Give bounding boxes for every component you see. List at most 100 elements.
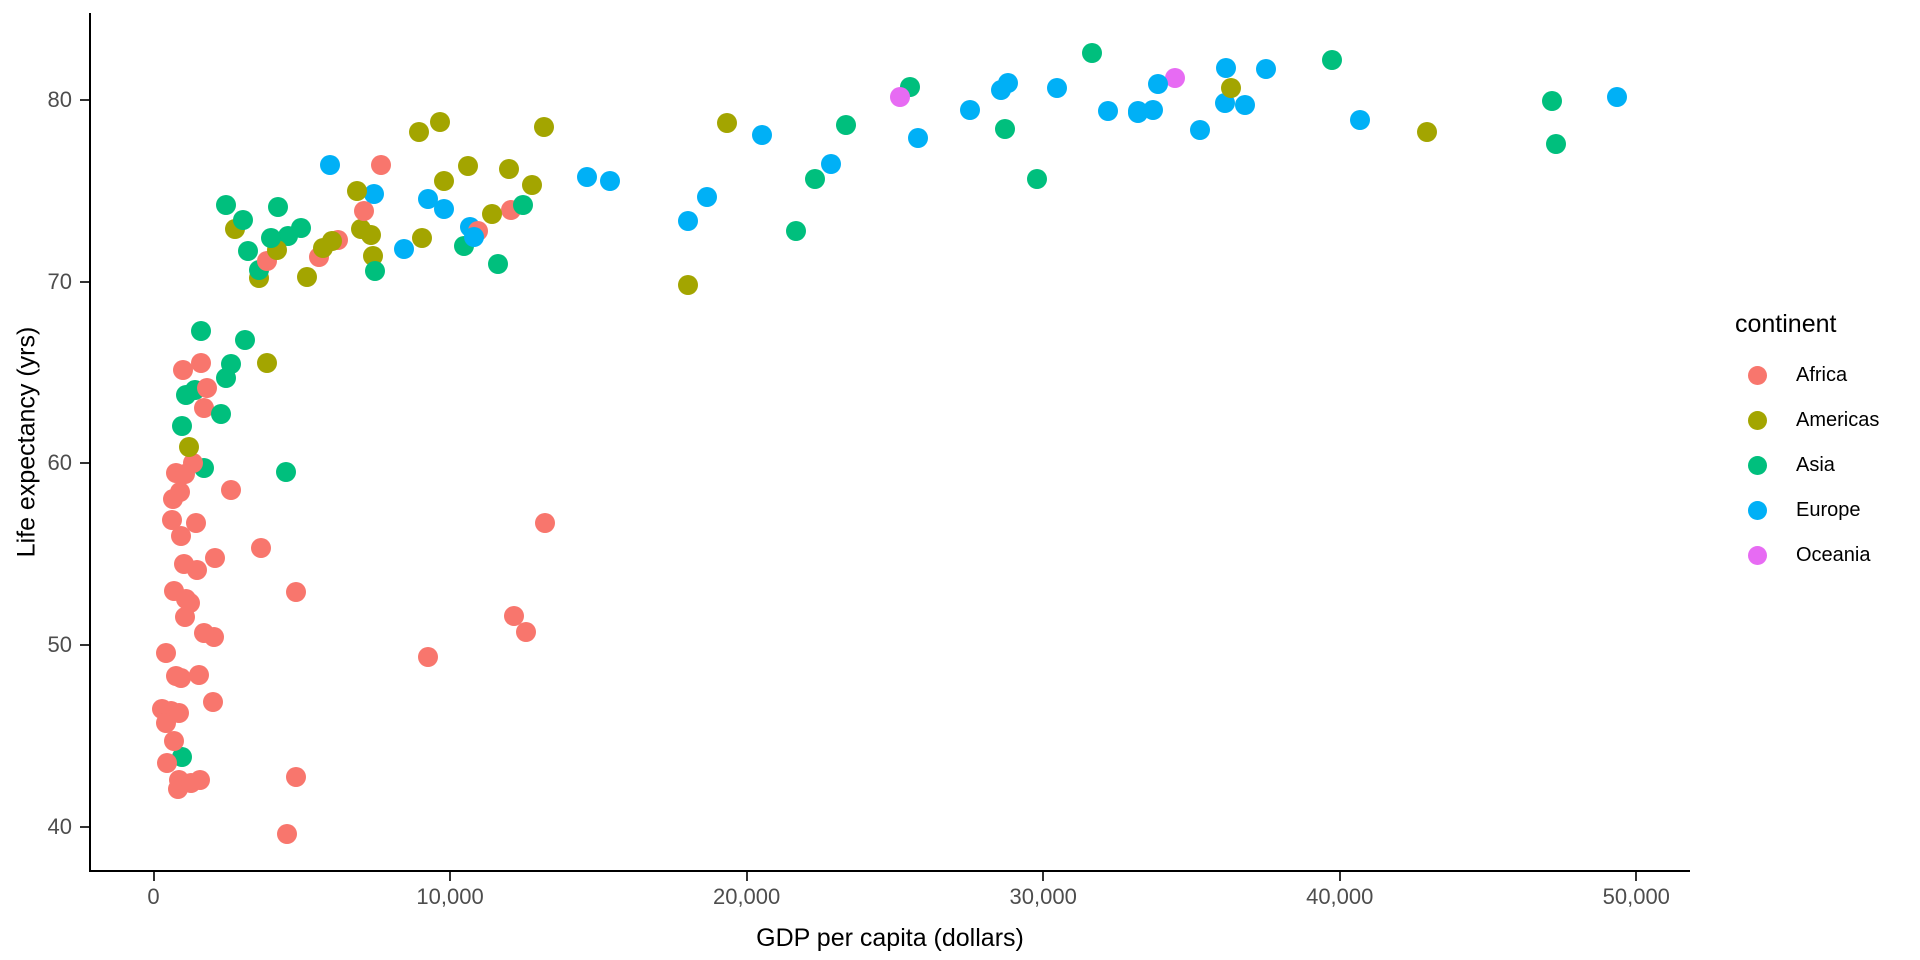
data-point — [156, 642, 177, 663]
data-point — [677, 275, 698, 296]
data-point — [835, 115, 856, 136]
data-point — [277, 225, 298, 246]
data-point — [535, 512, 556, 533]
legend-swatch-icon — [1748, 501, 1767, 520]
data-point — [256, 352, 277, 373]
data-point — [174, 553, 195, 574]
data-point — [205, 548, 226, 568]
data-point — [1541, 90, 1562, 111]
data-point — [1234, 94, 1255, 115]
data-point — [251, 538, 272, 559]
data-point — [220, 353, 241, 374]
data-point — [171, 415, 192, 436]
x-axis-tick-label: 50,000 — [1602, 884, 1670, 909]
data-point — [164, 730, 185, 751]
data-point — [176, 589, 197, 610]
x-axis-tick-mark — [1042, 872, 1045, 881]
data-point — [1128, 100, 1149, 121]
data-point — [1216, 58, 1237, 79]
data-point — [211, 404, 232, 425]
y-axis-tick-mark — [80, 99, 89, 102]
data-point — [429, 112, 450, 133]
data-point — [433, 199, 454, 220]
data-point — [189, 665, 210, 686]
data-point — [347, 180, 368, 201]
x-axis-tick-mark — [1635, 872, 1638, 881]
data-point — [716, 112, 737, 133]
x-axis-tick-mark — [449, 872, 452, 881]
data-point — [1220, 78, 1241, 99]
x-axis-tick-mark — [1338, 872, 1341, 881]
data-point — [319, 155, 340, 176]
legend-label: Asia — [1796, 454, 1835, 476]
data-point — [677, 211, 698, 232]
x-axis-title: GDP per capita (dollars) — [756, 924, 1024, 952]
legend-label: Americas — [1796, 409, 1880, 431]
data-point — [522, 175, 543, 196]
x-axis-tick-label: 30,000 — [1009, 884, 1077, 909]
data-point — [1047, 78, 1068, 99]
y-axis-tick-label: 80 — [47, 87, 72, 113]
data-point — [1082, 42, 1103, 63]
legend-label: Africa — [1796, 364, 1848, 386]
x-axis-tick-label: 0 — [147, 884, 160, 909]
legend-item-europe: Europe — [1735, 488, 1879, 533]
legend-swatch-icon — [1748, 366, 1767, 385]
legend-swatch-icon — [1748, 456, 1767, 475]
data-point — [190, 320, 211, 341]
y-axis-tick-label: 60 — [47, 450, 72, 476]
y-axis-tick-mark — [80, 462, 89, 465]
data-point — [805, 169, 826, 190]
data-point — [995, 119, 1016, 140]
data-point — [220, 479, 241, 500]
data-point — [890, 86, 911, 107]
data-point — [418, 646, 439, 667]
data-point — [186, 512, 207, 533]
data-point — [194, 397, 215, 418]
x-axis-tick-mark — [152, 872, 155, 881]
data-point — [261, 228, 282, 249]
legend: continent Africa Americas Asia Europe Oceani… — [1735, 310, 1879, 578]
data-point — [820, 153, 841, 174]
data-point — [960, 99, 981, 120]
data-point — [487, 254, 508, 275]
y-axis-tick-label: 40 — [47, 813, 72, 839]
y-axis-title: Life expectancy (yrs) — [12, 326, 41, 558]
data-point — [1321, 50, 1342, 71]
data-point — [175, 384, 196, 405]
data-point — [286, 582, 307, 603]
data-point — [171, 525, 192, 546]
data-point — [174, 607, 195, 628]
data-point — [1147, 74, 1168, 95]
legend-label: Europe — [1796, 499, 1861, 521]
x-axis-tick-label: 40,000 — [1306, 884, 1374, 909]
y-axis-tick-mark — [80, 280, 89, 283]
data-point — [194, 623, 215, 644]
data-point — [1349, 110, 1370, 131]
data-point — [313, 237, 334, 258]
data-point — [1097, 100, 1118, 121]
data-point — [1255, 59, 1276, 80]
legend-item-africa: Africa — [1735, 353, 1879, 398]
data-point — [503, 606, 524, 627]
data-point — [353, 200, 374, 221]
data-point — [215, 194, 236, 215]
data-point — [1189, 120, 1210, 141]
data-point — [1214, 93, 1235, 114]
data-point — [172, 747, 193, 768]
legend-items: Africa Americas Asia Europe Oceania — [1735, 353, 1879, 578]
data-point — [233, 209, 254, 230]
legend-swatch-icon — [1748, 411, 1767, 430]
legend-item-asia: Asia — [1735, 443, 1879, 488]
data-point — [394, 239, 415, 260]
data-point — [169, 703, 190, 724]
data-point — [196, 377, 217, 398]
data-point — [458, 155, 479, 176]
data-point — [1417, 122, 1438, 143]
data-point — [785, 221, 806, 242]
data-point — [277, 823, 298, 844]
legend-swatch-icon — [1748, 546, 1767, 565]
data-point — [498, 159, 519, 180]
data-point — [464, 226, 485, 247]
